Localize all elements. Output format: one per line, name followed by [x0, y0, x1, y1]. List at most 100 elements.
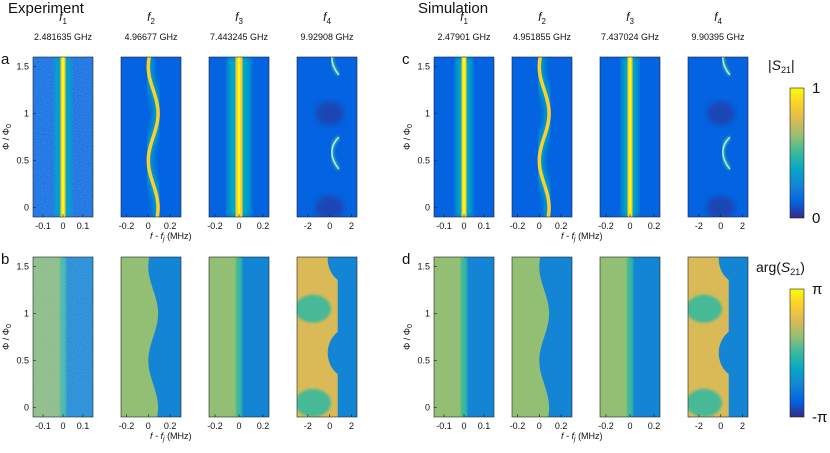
x-axis-label: f - fj (MHz): [561, 231, 603, 243]
resonance-core: [463, 57, 465, 217]
resonance-core: [629, 57, 631, 217]
x-tick-label: 0.1: [77, 221, 90, 231]
x-tick-label: 0: [236, 421, 241, 431]
x-tick-label: 0: [718, 221, 723, 231]
dip-region: [706, 101, 735, 126]
x-tick-label: 0: [461, 221, 466, 231]
phase-left-region: [209, 257, 239, 417]
heatmap-top-4: [434, 57, 494, 217]
x-tick-label: 0.2: [648, 221, 661, 231]
column-header-f: f2: [538, 10, 546, 26]
dip-region: [315, 195, 344, 217]
x-tick-label: 0: [327, 421, 332, 431]
x-tick-label: 0: [627, 421, 632, 431]
x-tick-label: 0.2: [164, 221, 177, 231]
x-tick-label: -0.1: [436, 221, 452, 231]
y-tick-label: 1: [425, 108, 430, 118]
column-header-f: f1: [59, 10, 67, 26]
y-axis-label: Φ / Φ0: [402, 324, 414, 350]
resonance-curve: [146, 57, 160, 217]
y-tick-label: 0: [425, 203, 430, 213]
x-tick-label: -2: [304, 421, 312, 431]
y-tick-label: 0.5: [417, 156, 430, 166]
column-header-f: f4: [323, 10, 331, 26]
arc-line: [331, 136, 340, 170]
y-tick-label: 1.5: [16, 261, 29, 271]
panel-frame: [511, 256, 573, 418]
phase-pocket: [688, 388, 722, 417]
phase-pocket: [297, 294, 331, 323]
x-tick-label: 0.2: [164, 421, 177, 431]
x-tick-label: -0.2: [207, 421, 223, 431]
heatmap-top-5: [512, 57, 572, 217]
dip-region: [315, 101, 344, 126]
heatmap-background: [297, 57, 357, 217]
y-tick-label: 1.5: [16, 61, 29, 71]
heatmap-top-1: [121, 57, 181, 217]
y-tick-label: 1.5: [417, 261, 430, 271]
x-axis-label: f - fj (MHz): [150, 431, 192, 443]
colorbar-bottom-label: -π: [812, 409, 827, 426]
y-tick-label: 0.5: [417, 356, 430, 366]
phase-transition: [461, 257, 467, 417]
heatmap-bot-0: [33, 257, 93, 417]
x-tick-label: 0.2: [555, 421, 568, 431]
panel-letter-c: c: [402, 51, 410, 68]
colorbar-phase: [789, 288, 805, 418]
x-tick-label: 0: [236, 221, 241, 231]
column-frequency: 7.437024 GHz: [601, 32, 660, 42]
phase-left-region: [434, 257, 464, 417]
x-tick-label: 2: [740, 221, 745, 231]
phase-lobe: [327, 257, 357, 285]
column-frequency: 7.443245 GHz: [210, 32, 269, 42]
column-header-f: f1: [460, 10, 468, 26]
column-frequency: 4.96677 GHz: [124, 32, 178, 42]
arc-line: [331, 57, 340, 76]
arc-line: [722, 57, 731, 76]
column-header-f: f3: [626, 10, 634, 26]
x-tick-label: 0: [146, 221, 151, 231]
x-tick-label: 0.2: [257, 221, 270, 231]
phase-lobe: [718, 327, 748, 379]
x-tick-label: 0: [461, 421, 466, 431]
dip-region: [706, 195, 735, 217]
panel-frame: [687, 56, 749, 218]
heatmap-panels: f1 2.481635 GHz -0.1 0 0.1 0 0.5 1 1.5 Φ / Φ0 -0.1…: [1, 10, 749, 443]
x-tick-label: 0.1: [478, 421, 491, 431]
heatmap-bot-7: [688, 257, 748, 417]
x-tick-label: 2: [740, 421, 745, 431]
y-tick-label: 0: [425, 403, 430, 413]
colorbar-magnitude: [789, 87, 805, 219]
x-tick-label: -2: [695, 421, 703, 431]
phase-left-region: [512, 257, 550, 417]
panel-letter-a: a: [1, 51, 10, 68]
x-tick-label: -0.2: [598, 421, 614, 431]
y-tick-label: 1: [24, 108, 29, 118]
column-frequency: 2.481635 GHz: [34, 32, 93, 42]
phase-transition: [236, 257, 242, 417]
panel-frame: [120, 56, 182, 218]
x-tick-label: 0: [627, 221, 632, 231]
x-tick-label: 0.2: [257, 421, 270, 431]
phase-left-region: [600, 257, 630, 417]
heatmap-top-6: [600, 57, 660, 217]
resonance-curve: [537, 57, 551, 217]
heatmap-top-2: [209, 57, 269, 217]
x-tick-label: -0.2: [510, 221, 526, 231]
heatmap-top-3: [297, 57, 357, 217]
y-axis-label: Φ / Φ0: [1, 324, 13, 350]
x-tick-label: 0: [327, 221, 332, 231]
heatmap-top-0: [33, 57, 93, 217]
column-frequency: 9.92908 GHz: [300, 32, 354, 42]
x-tick-label: 2: [349, 221, 354, 231]
colorbar-bottom-label: 0: [812, 210, 820, 227]
colorbars: |S21| 1 0 arg(S21) π -π: [756, 57, 827, 426]
experiment-title: Experiment: [8, 0, 85, 17]
simulation-title: Simulation: [418, 0, 488, 17]
x-tick-label: -0.2: [119, 421, 135, 431]
x-tick-label: -2: [304, 221, 312, 231]
heatmap-bot-2: [209, 257, 269, 417]
x-tick-label: -0.1: [436, 421, 452, 431]
phase-pocket: [688, 294, 722, 323]
panel-frame: [296, 56, 358, 218]
